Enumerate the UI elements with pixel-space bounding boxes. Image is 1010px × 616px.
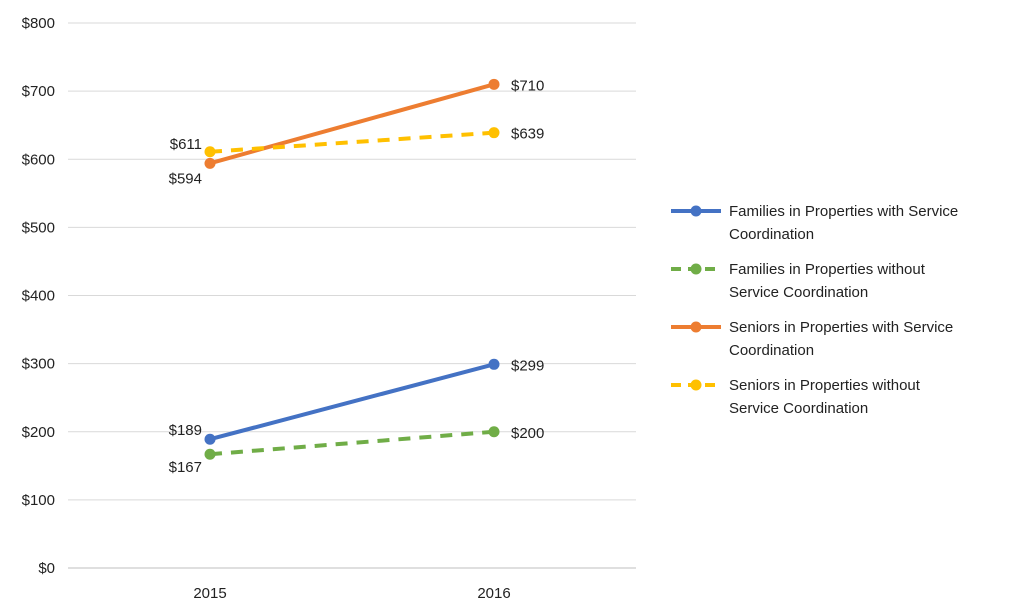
legend-label: Coordination <box>729 226 814 243</box>
data-label: $200 <box>511 425 544 442</box>
data-label: $594 <box>169 170 202 187</box>
y-tick-label: $700 <box>22 83 55 100</box>
grid-lines <box>68 22 636 569</box>
series-line <box>208 362 496 442</box>
legend-label: Families in Properties with Service <box>729 203 958 220</box>
legend-label: Seniors in Properties without <box>729 377 921 394</box>
data-point <box>204 157 216 169</box>
legend-swatch-marker <box>690 263 702 275</box>
legend-label: Service Coordination <box>729 400 868 417</box>
y-tick-label: $0 <box>38 560 55 577</box>
series-line <box>209 429 495 457</box>
x-tick-label: 2015 <box>193 585 226 602</box>
data-point <box>488 426 500 438</box>
x-tick-label: 2016 <box>477 585 510 602</box>
y-tick-label: $800 <box>22 15 55 32</box>
series-line <box>208 82 496 166</box>
data-point <box>488 358 500 370</box>
y-tick-label: $500 <box>22 219 55 236</box>
data-label: $639 <box>511 126 544 143</box>
y-tick-label: $100 <box>22 492 55 509</box>
legend-item: Seniors in Properties with Service Coordi… <box>671 319 953 359</box>
data-label: $299 <box>511 357 544 374</box>
data-point <box>204 146 216 158</box>
y-tick-label: $600 <box>22 151 55 168</box>
data-labels: $189 $299 $167 $200 $594 $710 $611 $639 <box>169 77 545 476</box>
legend-item: Seniors in Properties without Service Coo… <box>671 377 921 417</box>
data-point <box>488 127 500 139</box>
legend-label: Families in Properties without <box>729 261 926 278</box>
series-group <box>204 78 500 460</box>
series-line <box>209 130 495 154</box>
legend-swatch-marker <box>690 321 702 333</box>
legend: Families in Properties with Service Coord… <box>671 203 958 417</box>
y-axis: $0 $100 $200 $300 $400 $500 $600 $700 $800 <box>22 15 55 577</box>
x-axis: 2015 2016 <box>193 585 510 602</box>
legend-item: Families in Properties with Service Coord… <box>671 203 958 243</box>
data-point <box>204 433 216 445</box>
y-tick-label: $200 <box>22 424 55 441</box>
legend-label: Service Coordination <box>729 284 868 301</box>
legend-swatch-marker <box>690 205 702 217</box>
y-tick-label: $400 <box>22 288 55 305</box>
y-tick-label: $300 <box>22 356 55 373</box>
data-label: $167 <box>169 459 202 476</box>
data-point <box>488 78 500 90</box>
data-label: $189 <box>169 422 202 439</box>
legend-swatch-marker <box>690 379 702 391</box>
legend-label: Coordination <box>729 342 814 359</box>
legend-label: Seniors in Properties with Service <box>729 319 953 336</box>
data-label: $611 <box>170 136 202 153</box>
data-label: $710 <box>511 77 544 94</box>
data-point <box>204 448 216 460</box>
legend-item: Families in Properties without Service Co… <box>671 261 926 301</box>
